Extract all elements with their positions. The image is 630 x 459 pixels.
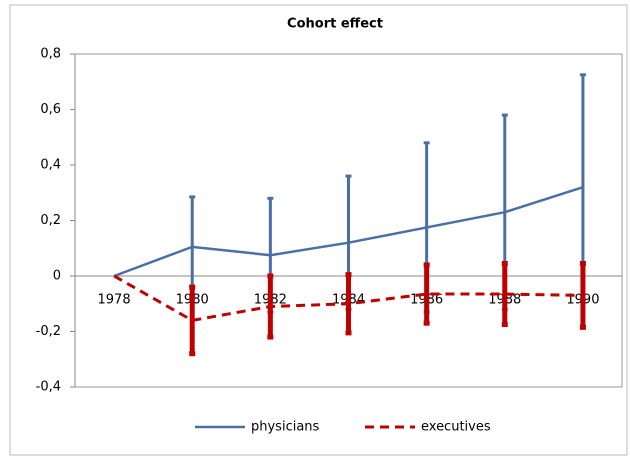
y-tick-label: 0,2 [40, 213, 61, 228]
y-tick-label: 0,6 [40, 102, 61, 117]
series-line [113, 186, 584, 278]
error-bar [189, 284, 196, 357]
y-tick-label: 0,8 [40, 47, 61, 62]
error-bar [423, 262, 430, 326]
y-tick-label: -0,2 [36, 324, 61, 339]
chart-title: Cohort effect [287, 17, 383, 32]
x-tick-label: 1978 [98, 293, 131, 308]
series-line [113, 274, 583, 322]
y-tick-label: -0,4 [36, 380, 61, 395]
legend-label: executives [421, 420, 491, 435]
legend-label: physicians [251, 420, 320, 435]
y-tick-label: 0,4 [40, 158, 61, 173]
error-bar [501, 261, 508, 328]
chart-border [9, 4, 628, 456]
y-tick-label: 0 [53, 269, 61, 284]
